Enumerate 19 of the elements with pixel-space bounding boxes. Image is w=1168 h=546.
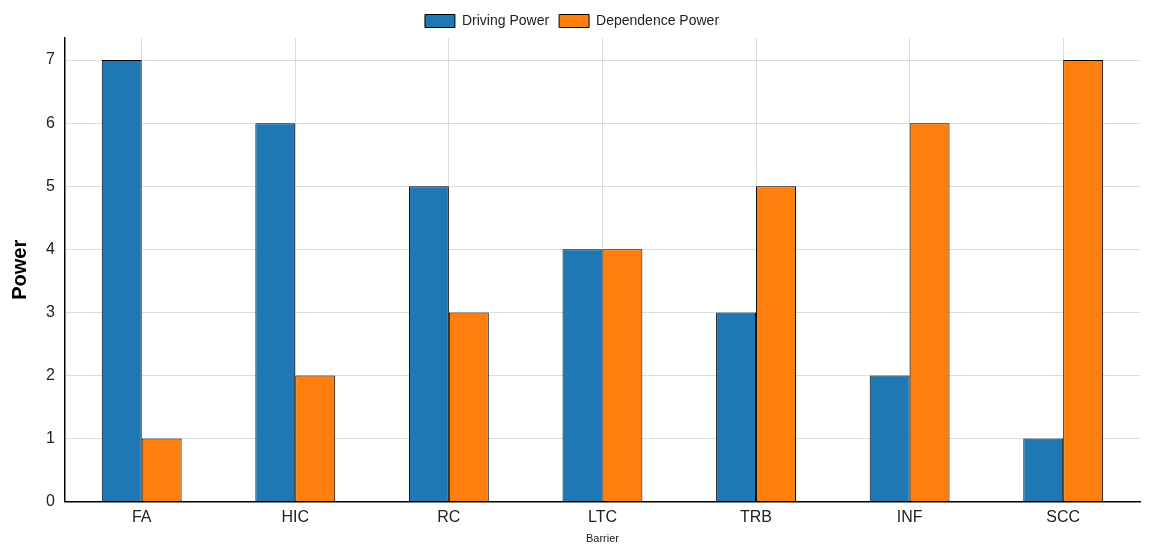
- x-tick-label: FA: [131, 507, 152, 525]
- y-tick-label: 2: [45, 365, 55, 383]
- y-tick-label: 7: [45, 50, 55, 68]
- legend-label: Driving Power: [461, 11, 550, 28]
- x-tick-label: HIC: [281, 507, 310, 525]
- y-axis-title: Power: [7, 239, 30, 300]
- x-tick-label: TRB: [740, 507, 773, 525]
- y-tick-label: 0: [45, 492, 55, 510]
- y-tick-label: 6: [45, 113, 55, 131]
- x-tick-label: RC: [437, 507, 461, 525]
- x-tick-label: LTC: [587, 507, 617, 525]
- y-tick-label: 5: [45, 176, 55, 194]
- x-axis-title: Barrier: [585, 532, 620, 545]
- y-tick-label: 1: [45, 428, 55, 446]
- y-tick-label: 3: [45, 302, 55, 320]
- x-tick-label: SCC: [1046, 507, 1081, 525]
- x-tick-label: INF: [896, 507, 923, 525]
- y-tick-label: 4: [45, 239, 55, 257]
- legend-label: Dependence Power: [596, 11, 720, 28]
